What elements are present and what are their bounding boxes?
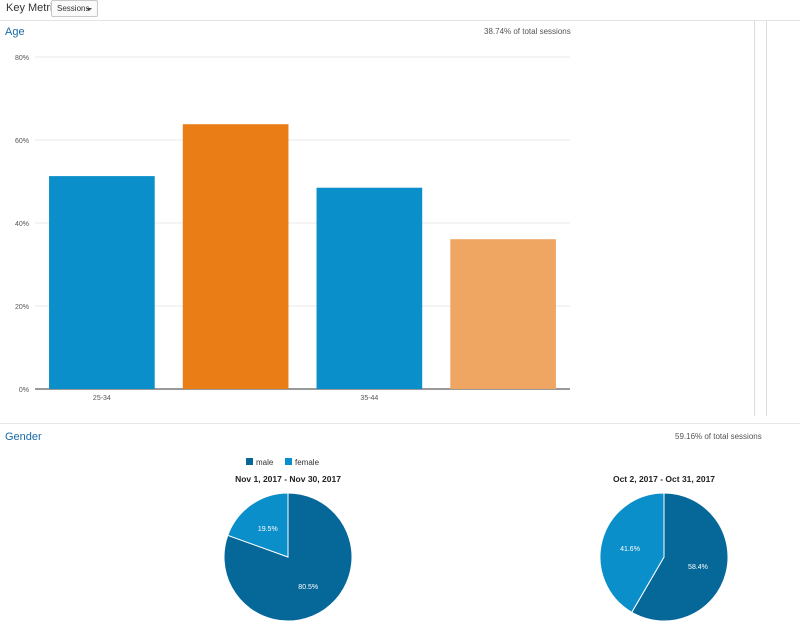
gender-total-sessions-note: 59.16% of total sessions xyxy=(675,432,762,441)
pie-slice-label: 19.5% xyxy=(258,526,278,533)
age-bar xyxy=(450,239,556,389)
pie-slice-label: 41.6% xyxy=(620,546,640,553)
age-total-sessions-note: 38.74% of total sessions xyxy=(484,27,571,36)
pie-slice-female xyxy=(599,492,665,613)
panel-divider xyxy=(766,20,767,416)
section-separator xyxy=(0,423,800,424)
key-metric-label: Key Metric: xyxy=(6,2,62,14)
age-bar-chart: 0% 20% 40% 60% 80% 25-34 35-44 xyxy=(15,55,570,402)
legend-label-female: female xyxy=(295,458,320,467)
age-bar xyxy=(316,187,423,389)
y-tick-label: 0% xyxy=(19,387,29,394)
key-metric-dropdown[interactable]: Sessions xyxy=(51,0,98,17)
gender-section-title: Gender xyxy=(5,431,42,443)
age-bar xyxy=(182,124,289,389)
pie-slice-label: 80.5% xyxy=(298,584,318,591)
caret-down-icon xyxy=(86,8,92,11)
legend-label-male: male xyxy=(256,458,274,467)
key-metric-value: Sessions xyxy=(57,4,90,13)
y-tick-label: 80% xyxy=(15,55,29,62)
age-bar xyxy=(49,176,155,389)
y-tick-label: 20% xyxy=(15,304,29,311)
key-metric-bar: Key Metric: Sessions xyxy=(0,0,800,21)
pie-title: Oct 2, 2017 - Oct 31, 2017 xyxy=(613,474,715,484)
pie-title: Nov 1, 2017 - Nov 30, 2017 xyxy=(235,474,341,484)
x-tick-label: 35-44 xyxy=(360,395,378,402)
gender-pie-chart-nov: Nov 1, 2017 - Nov 30, 2017 80.5% 19.5% male… xyxy=(223,458,353,622)
x-tick-label: 25-34 xyxy=(93,395,111,402)
gender-pie-chart-oct: Oct 2, 2017 - Oct 31, 2017 58.4% 41.6% xyxy=(599,474,729,622)
age-section-title: Age xyxy=(5,26,25,38)
legend-swatch-female xyxy=(285,458,292,465)
y-tick-label: 40% xyxy=(15,221,29,228)
pie-slice-female xyxy=(227,492,289,558)
pie-slice-label: 58.4% xyxy=(688,564,708,571)
legend-swatch-male xyxy=(246,458,253,465)
y-tick-label: 60% xyxy=(15,138,29,145)
panel-divider xyxy=(754,20,755,416)
pie-slice-male xyxy=(631,492,729,622)
